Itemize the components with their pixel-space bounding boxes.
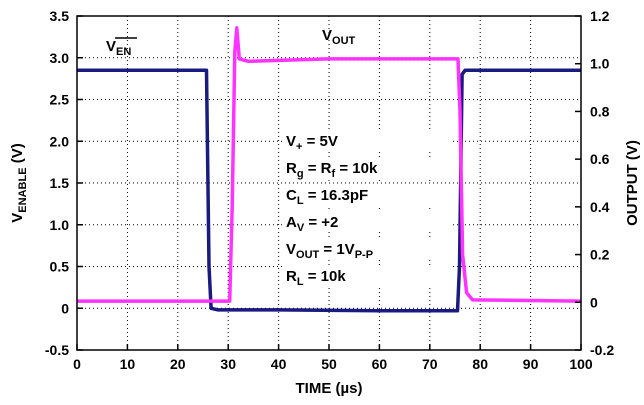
left-y-axis-title-unit: (V) [9,143,26,167]
tick-marks [76,15,582,351]
condition-line: RL = 10k [286,268,346,288]
condition-line: V+ = 5V [286,133,338,153]
series-layer [77,26,582,313]
right-y-tick-label: 0.2 [590,247,610,263]
condition-backdrop [283,157,453,178]
right-y-tick-label: 0 [590,294,598,310]
condition-line: VOUT = 1VP-P [286,241,373,261]
left-y-axis-title-sub: ENABLE [17,167,29,212]
x-tick-label: 80 [472,356,488,372]
x-tick-label: 20 [170,356,186,372]
left-y-tick-label: 3.0 [50,50,70,66]
x-tick-label: 10 [120,356,136,372]
ven-label-main: V [106,38,116,55]
left-y-tick-label: 0 [61,300,69,316]
condition-line: CL = 16.3pF [286,187,368,207]
x-tick-label: 0 [73,356,81,372]
vout-trace [77,26,582,303]
x-tick-label: 100 [569,356,593,372]
left-y-axis-title: VENABLE (V) [9,143,29,222]
left-y-axis-title-main: V [9,213,26,223]
left-y-tick-label: 2.5 [50,92,70,108]
right-y-tick-label: 0.6 [590,151,610,167]
right-y-tick-label: 0.4 [590,199,610,215]
condition-backdrop [283,130,453,151]
right-y-axis-title: OUTPUT (V) [624,140,641,226]
ven-series-label: VEN [106,37,137,58]
svg-text:VEN: VEN [106,38,131,58]
x-tick-label: 60 [372,356,388,372]
vout-label-sub: OUT [332,35,356,47]
ven-label-over: EN [116,46,131,58]
vout-series-label: VOUT [322,27,356,47]
condition-line: Rg = Rf = 10k [286,160,378,180]
x-axis-title: TIME (µs) [296,380,363,397]
x-tick-label: 90 [523,356,539,372]
test-conditions: V+ = 5V Rg = Rf = 10k CL = 16.3pF AV = +2 VO… [283,130,453,288]
ven-trace [77,68,581,313]
right-y-tick-label: 0.8 [590,103,610,119]
x-tick-label: 40 [271,356,287,372]
left-y-tick-label: 2.0 [50,133,70,149]
right-y-tick-label: 1.2 [590,8,610,24]
condition-line: AV = +2 [286,214,338,234]
x-tick-label: 70 [422,356,438,372]
condition-backdrop [283,184,453,205]
condition-backdrop [283,265,453,286]
left-y-tick-label: 3.5 [50,8,70,24]
right-y-tick-label: -0.2 [590,342,614,358]
right-y-tick-label: 1.0 [590,56,610,72]
vout-label-main: V [322,27,332,44]
tick-labels: 0 10 20 30 40 50 60 70 80 90 100-0.500.51.01.52.02… [45,8,614,372]
condition-backdrop [283,238,453,259]
left-y-tick-label: 1.5 [50,175,70,191]
left-y-tick-label: 0.5 [50,259,70,275]
left-y-tick-label: 1.0 [50,217,70,233]
condition-backdrop [283,211,453,232]
x-tick-label: 30 [220,356,236,372]
left-y-tick-label: -0.5 [45,342,69,358]
x-tick-label: 50 [321,356,337,372]
